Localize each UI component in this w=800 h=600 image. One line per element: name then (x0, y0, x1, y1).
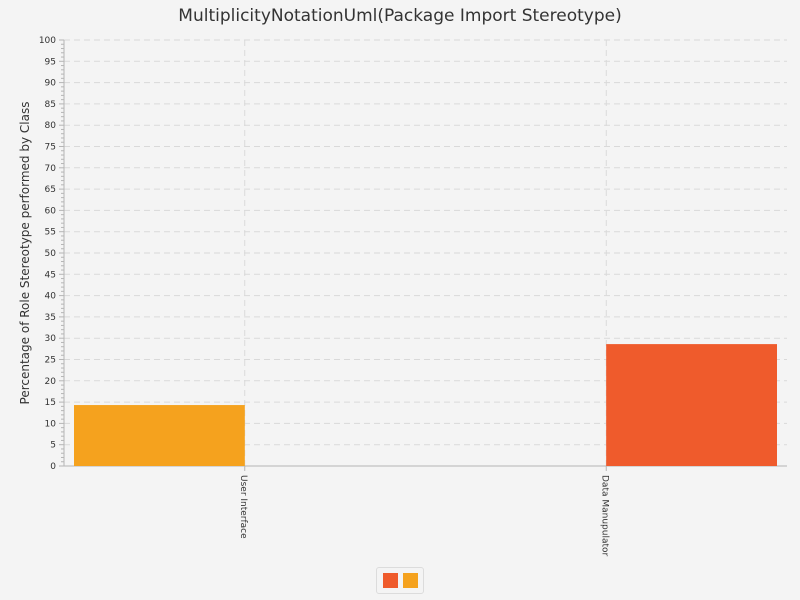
y-tick-label: 65 (45, 185, 56, 195)
y-tick-label: 50 (45, 249, 57, 259)
y-tick-label: 60 (45, 206, 57, 216)
y-tick-label: 20 (45, 377, 57, 387)
x-tick-label: User Interface (238, 475, 248, 539)
x-tick-label: Data Manupulator (599, 475, 609, 557)
y-tick-label: 80 (45, 121, 57, 131)
y-tick-label: 30 (45, 334, 57, 344)
y-tick-label: 85 (45, 100, 56, 110)
y-tick-label: 10 (45, 419, 57, 429)
bar-shade (74, 405, 245, 466)
y-tick-label: 45 (45, 270, 56, 280)
y-tick-label: 25 (45, 356, 56, 366)
chart-title: MultiplicityNotationUml(Package Import S… (178, 6, 622, 26)
legend-swatch-orange (402, 573, 418, 588)
y-tick-label: 95 (45, 57, 56, 67)
y-tick-label: 0 (50, 462, 56, 472)
y-tick-label: 100 (39, 36, 56, 46)
y-tick-label: 70 (45, 164, 57, 174)
legend (376, 567, 424, 594)
legend-swatch-red (382, 573, 398, 588)
y-tick-label: 35 (45, 313, 56, 323)
y-tick-label: 40 (45, 292, 57, 302)
y-tick-label: 55 (45, 228, 56, 238)
y-tick-label: 5 (50, 441, 56, 451)
y-tick-label: 90 (45, 79, 57, 89)
y-tick-label: 75 (45, 143, 56, 153)
y-tick-label: 15 (45, 398, 56, 408)
bar-shade (606, 344, 777, 466)
